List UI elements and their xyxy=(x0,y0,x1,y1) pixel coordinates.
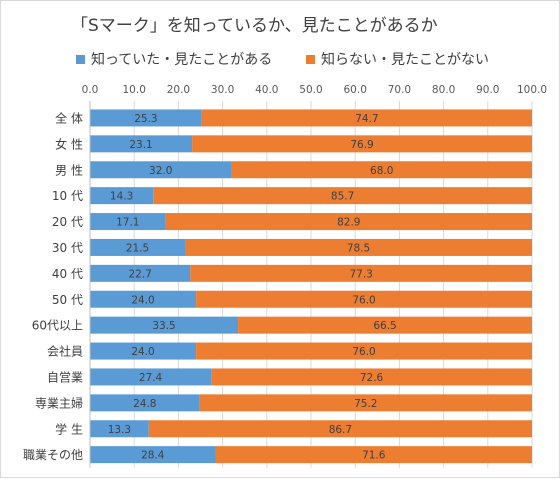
data-label: 85.7 xyxy=(331,191,354,203)
category-label: 全 体 xyxy=(55,110,83,125)
category-label: 10 代 xyxy=(52,189,83,203)
category-label: 職業その他 xyxy=(23,448,83,462)
bar-unaware xyxy=(196,342,532,360)
data-label: 71.6 xyxy=(362,450,386,462)
bar-aware xyxy=(90,394,200,412)
bar-unaware xyxy=(153,187,532,205)
bar-aware xyxy=(90,290,197,308)
data-label: 74.7 xyxy=(355,113,378,125)
bar-aware xyxy=(90,238,186,256)
x-tick-label: 10.0 xyxy=(123,84,146,96)
x-tick-label: 80.0 xyxy=(432,84,455,96)
data-label: 82.9 xyxy=(337,217,360,229)
x-tick-label: 0.0 xyxy=(82,84,99,96)
bar-aware xyxy=(90,213,166,231)
legend-label-aware: 知っていた・見たことがある xyxy=(91,52,273,68)
data-label: 77.3 xyxy=(349,268,372,280)
data-label: 24.0 xyxy=(131,346,154,358)
category-label: 20 代 xyxy=(52,215,83,229)
data-label: 76.9 xyxy=(350,139,373,151)
data-label: 33.5 xyxy=(152,320,175,332)
bar-unaware xyxy=(199,394,532,412)
data-label: 28.4 xyxy=(141,450,165,462)
bar-aware xyxy=(90,316,239,334)
bar-unaware xyxy=(192,135,533,153)
data-label: 13.3 xyxy=(108,424,131,436)
bar-aware xyxy=(90,420,149,438)
category-label: 学 生 xyxy=(55,421,83,436)
category-label: 40 代 xyxy=(52,267,83,281)
category-label: 女 性 xyxy=(55,136,83,151)
data-label: 32.0 xyxy=(149,165,172,177)
legend-swatch-aware xyxy=(76,54,85,64)
legend-swatch-unaware xyxy=(306,54,315,64)
data-label: 66.5 xyxy=(373,320,396,332)
bar-unaware xyxy=(215,446,532,464)
legend-label-unaware: 知らない・見たことがない xyxy=(321,52,489,68)
x-tick-label: 50.0 xyxy=(299,84,322,96)
x-tick-label: 40.0 xyxy=(255,84,278,96)
bar-aware xyxy=(90,446,216,464)
x-tick-label: 30.0 xyxy=(211,84,234,96)
data-label: 25.3 xyxy=(134,113,157,125)
data-label: 21.5 xyxy=(126,242,149,254)
bar-unaware xyxy=(231,161,532,179)
x-tick-label: 20.0 xyxy=(167,84,190,96)
bar-unaware xyxy=(238,316,532,334)
data-label: 76.0 xyxy=(352,294,375,306)
legend-item-unaware: 知らない・見たことがない xyxy=(306,49,489,69)
bar-unaware xyxy=(201,109,533,127)
bar-unaware xyxy=(211,368,532,386)
data-label: 75.2 xyxy=(354,398,377,410)
bar-aware xyxy=(90,161,232,179)
data-label: 14.3 xyxy=(110,191,133,203)
bar-unaware xyxy=(190,264,533,282)
bar-unaware xyxy=(165,213,532,231)
x-tick-label: 100.0 xyxy=(517,84,547,96)
data-label: 76.0 xyxy=(352,346,375,358)
category-label: 50 代 xyxy=(52,293,83,307)
data-label: 72.6 xyxy=(360,372,384,384)
category-label: 会社員 xyxy=(47,344,83,359)
data-label: 23.1 xyxy=(129,139,152,151)
category-label: 60代以上 xyxy=(32,319,83,333)
bar-unaware xyxy=(148,420,532,438)
bar-aware xyxy=(90,368,212,386)
category-label: 男 性 xyxy=(55,163,83,177)
bar-unaware xyxy=(185,238,532,256)
bar-unaware xyxy=(196,290,532,308)
data-label: 78.5 xyxy=(347,242,370,254)
data-label: 24.0 xyxy=(131,294,154,306)
data-label: 86.7 xyxy=(329,424,352,436)
bar-aware xyxy=(90,109,202,127)
x-tick-label: 60.0 xyxy=(344,84,367,96)
x-tick-label: 70.0 xyxy=(388,84,411,96)
legend-item-aware: 知っていた・見たことがある xyxy=(76,49,272,69)
category-label: 30 代 xyxy=(52,241,83,255)
data-label: 24.8 xyxy=(133,398,156,410)
data-label: 17.1 xyxy=(116,217,139,229)
bar-aware xyxy=(90,264,191,282)
data-label: 27.4 xyxy=(139,372,163,384)
bar-aware xyxy=(90,135,193,153)
chart-title: 「Sマーク」を知っているか、見たことがあるか xyxy=(71,16,438,36)
category-label: 専業主婦 xyxy=(35,395,83,410)
x-tick-label: 90.0 xyxy=(476,84,499,96)
data-label: 68.0 xyxy=(370,165,393,177)
category-label: 自営業 xyxy=(47,370,83,384)
bar-aware xyxy=(90,342,197,360)
bar-aware xyxy=(90,187,154,205)
data-label: 22.7 xyxy=(128,268,151,280)
